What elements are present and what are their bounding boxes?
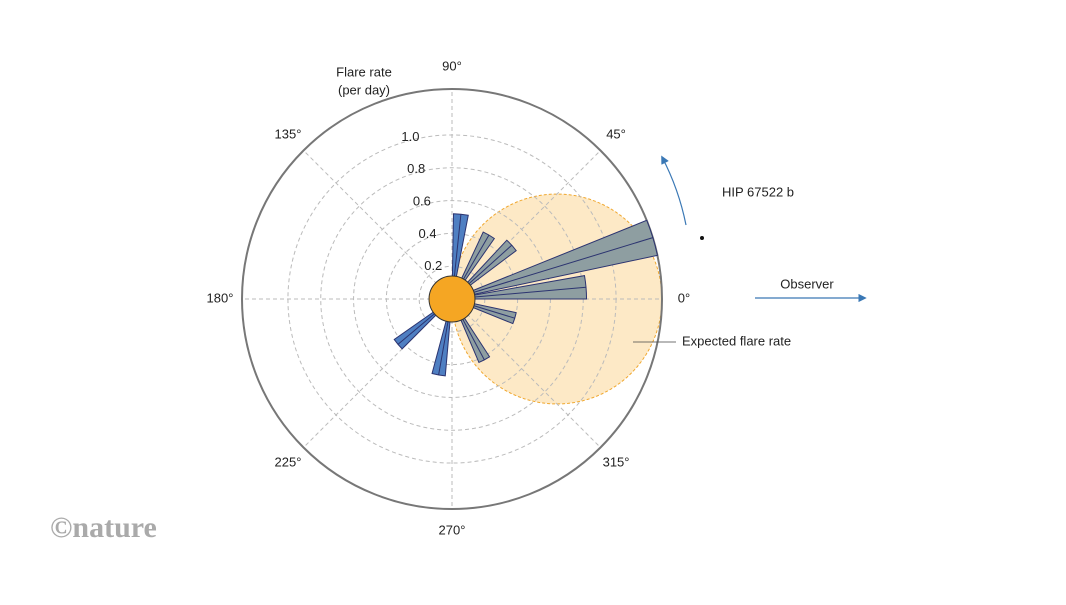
theta-tick-label: 0° [678, 290, 690, 305]
baseline-rate [428, 275, 476, 323]
planet [700, 236, 704, 240]
bar [451, 219, 659, 300]
theta-tick-label: 45° [606, 126, 626, 141]
expected-label: Expected flare rate [682, 333, 791, 348]
r-tick-label: 1.0 [401, 129, 419, 144]
grid-spoke [451, 298, 601, 448]
grid-spoke [303, 150, 453, 300]
theta-tick-label: 270° [439, 522, 466, 537]
theta-tick-label: 315° [603, 454, 630, 469]
r-tick-label: 0.6 [413, 193, 431, 208]
theta-tick-label: 180° [207, 290, 234, 305]
watermark: ©nature [50, 511, 157, 544]
orbit-arrow [661, 155, 687, 226]
bar-axis [451, 237, 653, 300]
r-tick-label: 0.8 [407, 161, 425, 176]
r-tick-label: 0.4 [419, 226, 437, 241]
theta-tick-label: 90° [442, 58, 462, 73]
r-axis-label: (per day) [338, 82, 390, 97]
r-axis-label: Flare rate [336, 64, 392, 79]
plot-area: 0.2 0.4 0.6 0.8 1.0 0° 45° 90° 135° 180° 225° 270° 3… [207, 58, 691, 537]
r-tick-label: 0.2 [424, 258, 442, 273]
outer-circle [241, 88, 663, 510]
theta-tick-label: 135° [275, 126, 302, 141]
observer-label: Observer [780, 276, 834, 291]
planet-label: HIP 67522 b [722, 184, 794, 199]
theta-tick-label: 225° [275, 454, 302, 469]
